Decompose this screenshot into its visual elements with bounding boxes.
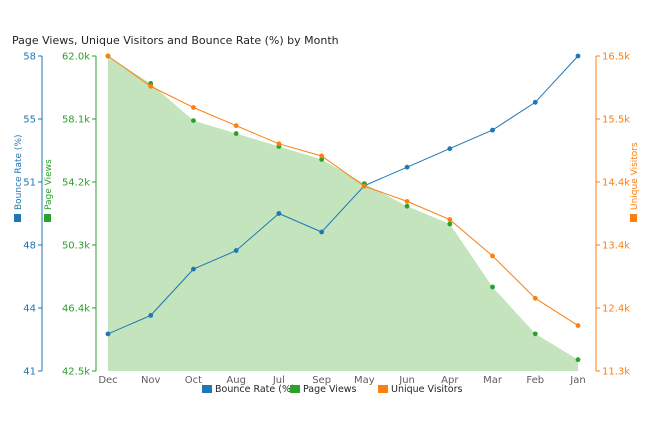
data-point-unique-visitors	[105, 53, 111, 59]
data-point-unique-visitors	[191, 105, 196, 110]
tick-label-pageviews: 58.1k	[62, 115, 90, 126]
tick-label-visitors: 13.4k	[602, 241, 630, 252]
axis-title-marker-visitors	[630, 214, 637, 222]
x-tick-label: Nov	[141, 375, 161, 386]
axis-title-visitors: Unique Visitors	[630, 142, 640, 210]
legend-swatch-unique-visitors	[378, 385, 388, 393]
tick-label-pageviews: 46.4k	[62, 304, 90, 315]
tick-label-visitors: 15.5k	[602, 115, 630, 126]
axis-title-marker-bounce	[14, 214, 21, 222]
x-tick-label: Dec	[98, 375, 117, 386]
tick-label-bounce: 51	[23, 178, 36, 189]
data-point-page-views	[191, 118, 196, 124]
data-point-unique-visitors	[490, 253, 495, 259]
data-point-bounce-rate	[575, 53, 581, 59]
data-point-unique-visitors	[532, 295, 538, 301]
data-point-bounce-rate	[233, 248, 239, 253]
x-tick-label: Oct	[185, 375, 202, 386]
tick-label-pageviews: 50.3k	[62, 241, 90, 252]
data-point-page-views	[404, 203, 410, 209]
data-point-bounce-rate	[105, 331, 111, 337]
data-point-page-views	[447, 221, 453, 227]
x-tick-label: Jun	[398, 375, 415, 386]
tick-label-bounce: 48	[23, 241, 36, 252]
tick-label-pageviews: 42.5k	[62, 367, 90, 378]
data-point-bounce-rate	[191, 266, 196, 272]
data-point-unique-visitors	[575, 323, 581, 328]
tick-label-visitors: 16.5k	[602, 52, 630, 63]
tick-label-visitors: 14.4k	[602, 178, 630, 189]
tick-label-visitors: 12.4k	[602, 304, 630, 315]
axis-title-group-visitors: Unique Visitors	[630, 142, 640, 222]
series-area-page-views	[108, 56, 578, 371]
data-point-bounce-rate	[276, 211, 282, 216]
x-tick-label: Jul	[272, 375, 285, 386]
tick-label-bounce: 44	[23, 304, 36, 315]
data-point-page-views	[532, 331, 538, 337]
data-point-page-views	[319, 156, 325, 162]
x-tick-label: Sep	[312, 375, 331, 386]
x-tick-label: Apr	[441, 375, 459, 386]
data-point-page-views	[575, 357, 581, 363]
data-point-unique-visitors	[276, 141, 282, 147]
data-point-unique-visitors	[361, 183, 367, 189]
legend-label-page-views: Page Views	[303, 384, 357, 395]
axis-title-pageviews: Page Views	[44, 159, 54, 210]
data-point-unique-visitors	[404, 198, 410, 204]
data-point-unique-visitors	[447, 217, 453, 222]
tick-label-bounce: 58	[23, 52, 36, 63]
tick-label-bounce: 55	[23, 115, 36, 126]
data-point-bounce-rate	[404, 164, 410, 170]
data-point-page-views	[490, 284, 495, 290]
x-tick-label: Jan	[569, 375, 585, 386]
axis-title-marker-pageviews	[44, 214, 51, 222]
tick-label-bounce: 41	[23, 367, 36, 378]
data-point-unique-visitors	[319, 153, 325, 159]
series-line-bounce-rate	[107, 55, 579, 335]
data-point-bounce-rate	[148, 313, 154, 318]
axis-title-group-bounce: Bounce Rate (%)	[14, 134, 24, 222]
plot-area: 58 55 51 48 44 41 62.0k 58.1k 54.2k 50.3k 46.4k 42.…	[14, 52, 640, 395]
data-point-bounce-rate	[447, 146, 453, 152]
axis-title-bounce: Bounce Rate (%)	[14, 134, 24, 210]
x-tick-label: Feb	[526, 375, 544, 386]
series-line-unique-visitors	[107, 55, 579, 327]
data-point-bounce-rate	[532, 99, 538, 105]
tick-label-visitors: 11.3k	[602, 367, 630, 378]
data-point-unique-visitors	[148, 83, 154, 89]
data-point-bounce-rate	[319, 229, 325, 235]
x-tick-label: Mar	[483, 375, 503, 386]
legend-swatch-bounce-rate	[202, 385, 212, 393]
tick-label-pageviews: 54.2k	[62, 178, 90, 189]
axis-title-group-pageviews: Page Views	[44, 159, 54, 222]
data-point-bounce-rate	[490, 127, 495, 133]
data-point-page-views	[233, 131, 239, 136]
legend-label-unique-visitors: Unique Visitors	[391, 384, 462, 395]
legend-swatch-page-views	[290, 385, 300, 393]
chart-title: Page Views, Unique Visitors and Bounce R…	[12, 34, 339, 47]
legend-label-bounce-rate: Bounce Rate (%)	[215, 384, 295, 395]
x-tick-label: Aug	[226, 375, 246, 386]
x-tick-label: May	[354, 375, 375, 386]
data-point-unique-visitors	[233, 123, 239, 129]
tick-label-pageviews: 62.0k	[62, 52, 90, 63]
